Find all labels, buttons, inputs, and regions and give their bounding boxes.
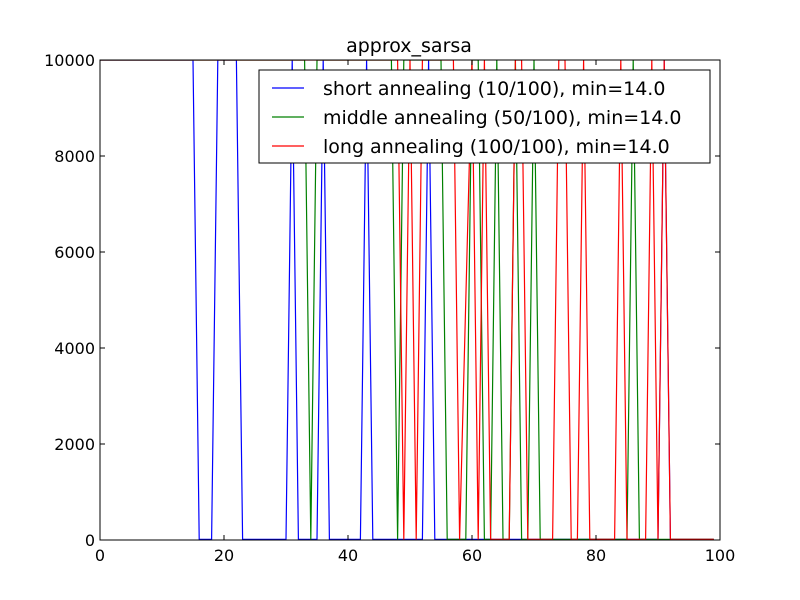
y-tick-label: 2000 <box>54 435 95 454</box>
y-tick-label: 0 <box>85 531 95 550</box>
x-tick-label: 0 <box>95 546 105 565</box>
legend-label-0: short annealing (10/100), min=14.0 <box>323 78 665 100</box>
plot-frame <box>99 59 721 541</box>
x-tick-label: 60 <box>462 546 482 565</box>
y-tick-label: 6000 <box>54 243 95 262</box>
y-tick-label: 4000 <box>54 339 95 358</box>
legend: short annealing (10/100), min=14.0 middle… <box>258 69 711 164</box>
series-line-2 <box>100 60 714 540</box>
chart-title: approx_sarsa <box>346 35 472 57</box>
x-tick-label: 80 <box>586 546 606 565</box>
x-tick-label: 20 <box>214 546 234 565</box>
y-tick-label: 10000 <box>44 51 95 70</box>
legend-label-1: middle annealing (50/100), min=14.0 <box>323 107 681 129</box>
tick-layer: 0 20 40 60 80 100 0 2000 4000 6000 8000 10000 <box>44 51 735 565</box>
y-tick-label: 8000 <box>54 147 95 166</box>
x-tick-label: 100 <box>705 546 736 565</box>
x-tick-label: 40 <box>338 546 358 565</box>
legend-label-2: long annealing (100/100), min=14.0 <box>323 136 670 158</box>
legend-box <box>258 69 711 164</box>
